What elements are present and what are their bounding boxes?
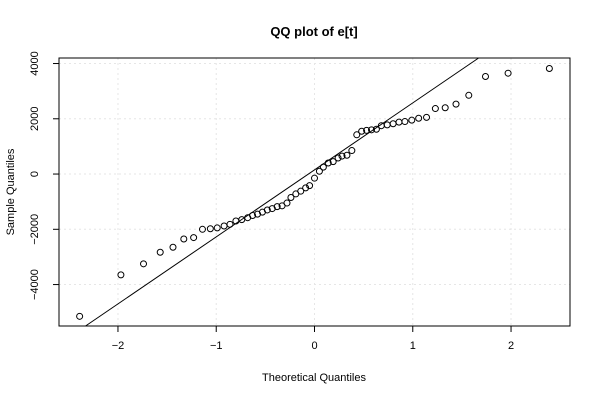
data-point-47 [408, 116, 416, 124]
data-point-41 [372, 125, 380, 133]
data-point-34 [338, 152, 346, 160]
reference-line [85, 57, 479, 327]
data-point-46 [401, 118, 409, 126]
data-point-11 [226, 220, 234, 228]
data-point-49 [423, 113, 431, 121]
data-point-53 [465, 91, 473, 99]
data-point-32 [329, 158, 337, 166]
data-point-54 [481, 73, 489, 81]
data-point-37 [353, 131, 361, 139]
data-point-44 [389, 120, 397, 128]
y-axis: −4000 −2000 0 2000 4000 [29, 51, 59, 300]
data-point-56 [545, 64, 553, 72]
data-point-29 [315, 167, 323, 175]
y-axis-label: Sample Quantiles [5, 148, 17, 235]
data-point-38 [358, 127, 366, 135]
grid [59, 58, 570, 326]
data-point-0 [76, 312, 84, 320]
data-point-22 [283, 199, 291, 207]
data-point-55 [504, 69, 512, 77]
data-point-3 [156, 248, 164, 256]
data-point-28 [311, 174, 318, 182]
x-tick-label-4: 2 [508, 340, 514, 352]
data-point-33 [334, 154, 342, 162]
data-point-31 [324, 159, 332, 167]
data-point-51 [441, 104, 449, 112]
data-point-20 [273, 203, 281, 211]
data-point-15 [249, 211, 257, 219]
data-point-27 [306, 182, 314, 190]
data-point-26 [302, 184, 310, 192]
x-tick-label-1: −1 [210, 340, 223, 352]
data-point-10 [220, 222, 228, 230]
data-point-2 [140, 260, 148, 268]
y-tick-label-1: −2000 [29, 214, 41, 245]
y-tick-label-4: 4000 [29, 51, 41, 75]
data-point-7 [198, 225, 206, 233]
data-point-50 [431, 105, 439, 113]
x-tick-label-3: 1 [410, 340, 416, 352]
data-point-23 [287, 194, 295, 202]
chart-title: QQ plot of e[t] [270, 24, 357, 39]
data-point-43 [383, 121, 391, 129]
data-point-39 [363, 126, 371, 134]
x-tick-label-2: 0 [311, 340, 317, 352]
data-point-52 [452, 100, 460, 108]
y-tick-label-2: 0 [29, 171, 41, 177]
data-point-6 [190, 234, 198, 242]
y-tick-label-0: −4000 [29, 269, 41, 300]
x-axis-label: Theoretical Quantiles [262, 372, 366, 384]
data-point-40 [367, 126, 375, 134]
data-point-30 [319, 163, 327, 171]
data-point-5 [180, 235, 188, 243]
data-point-9 [213, 224, 221, 232]
data-point-36 [348, 147, 356, 155]
data-points [76, 64, 553, 320]
data-point-45 [395, 118, 403, 126]
data-point-1 [117, 271, 125, 279]
data-point-35 [343, 151, 351, 159]
data-point-4 [169, 243, 177, 251]
x-axis: −2 −1 0 1 2 [112, 326, 514, 352]
data-point-8 [206, 225, 214, 233]
data-point-18 [263, 206, 271, 214]
data-point-25 [297, 187, 305, 195]
y-tick-label-3: 2000 [29, 107, 41, 131]
data-point-48 [415, 114, 423, 122]
x-tick-label-0: −2 [112, 340, 125, 352]
